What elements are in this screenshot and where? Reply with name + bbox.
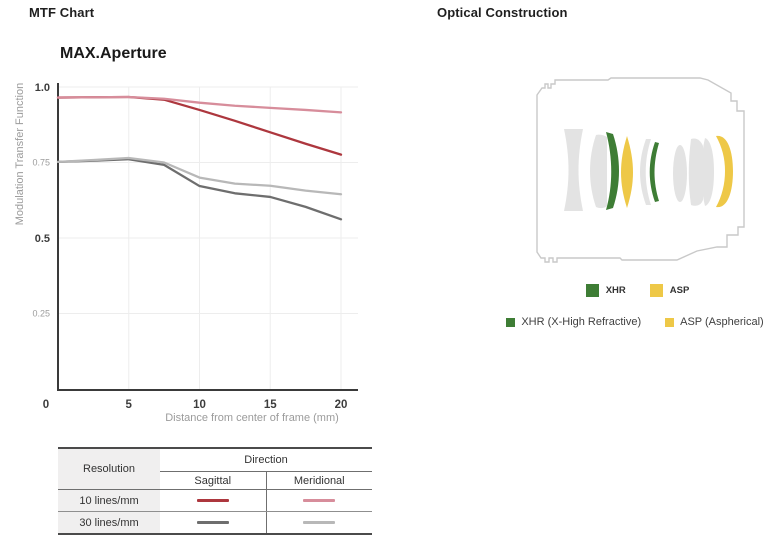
direction-header-cell: Direction (160, 448, 372, 472)
line-swatch-10-meridional (303, 499, 336, 502)
asp-legend-item: ASP (Aspherical) (665, 316, 764, 328)
table-header-row: Resolution Direction (58, 448, 372, 490)
line-swatch-30-meridional (303, 521, 336, 524)
lens-element-xhr-1 (606, 132, 619, 210)
svg-text:0: 0 (43, 399, 49, 411)
svg-text:0.25: 0.25 (32, 309, 50, 319)
xhr-badge-label: XHR (605, 285, 626, 296)
svg-text:10: 10 (193, 399, 206, 411)
lens-element-gray-oval (673, 145, 687, 202)
lens-element-gray-lens (590, 134, 607, 209)
svg-text:Distance from center of frame: Distance from center of frame (mm) (165, 412, 339, 424)
table-row: 10 lines/mm (58, 489, 372, 512)
material-badge-row: XHR ASP (520, 284, 755, 297)
line-swatch-10-sagittal (196, 499, 229, 502)
xhr-color-square (585, 284, 599, 297)
lens-element-gray-doublet-a (688, 138, 703, 206)
meridional-header-cell: Meridional (265, 471, 372, 490)
svg-text:0.75: 0.75 (32, 158, 50, 168)
lens-element-gray-crescent (640, 139, 651, 205)
material-legend-row: XHR (X-High Refractive) ASP (Aspherical) (500, 316, 768, 328)
asp-color-square (649, 284, 663, 297)
mtf-chart-heading: MTF Chart (29, 5, 95, 20)
mtf-legend-table: Resolution Direction Sagittal Meridional… (58, 447, 372, 535)
lens-element-gray-doublet-b (701, 138, 714, 206)
resolution-header-cell: Resolution (58, 448, 160, 490)
xhr-legend-square (506, 317, 516, 327)
table-subheader-row: Sagittal Meridional (58, 471, 372, 490)
lens-barrel-outline (536, 77, 745, 263)
lens-element-gray-biconcave (564, 129, 583, 211)
svg-text:1.0: 1.0 (35, 82, 50, 94)
asp-badge-label: ASP (669, 285, 690, 296)
asp-legend-label: ASP (Aspherical) (680, 316, 764, 328)
mtf-line-chart: 0 5 10 15 20 0.25 0.5 0.75 1.0 Modulation Transfe… (14, 82, 358, 424)
lens-element-asp-2 (716, 135, 733, 208)
mtf-plot-area: 0 5 10 15 20 0.25 0.5 0.75 1.0 Modulation Transfe… (10, 80, 382, 432)
row-label-10-lines: 10 lines/mm (58, 489, 160, 512)
svg-text:0.5: 0.5 (35, 233, 50, 245)
optical-construction-heading: Optical Construction (437, 5, 568, 20)
line-swatch-30-sagittal (196, 521, 229, 524)
xhr-legend-label: XHR (X-High Refractive) (521, 316, 642, 328)
lens-element-xhr-2 (649, 142, 659, 202)
xhr-badge: XHR (585, 284, 626, 297)
xhr-legend-item: XHR (X-High Refractive) (506, 316, 641, 328)
asp-badge: ASP (649, 284, 690, 297)
svg-text:5: 5 (126, 399, 133, 411)
svg-text:Modulation Transfer Function: Modulation Transfer Function (14, 83, 26, 225)
svg-text:20: 20 (335, 399, 348, 411)
asp-legend-square (665, 317, 675, 327)
row-label-30-lines: 30 lines/mm (58, 511, 160, 534)
lens-element-asp-1 (621, 136, 633, 208)
chart-title-max-aperture: MAX.Aperture (60, 45, 167, 62)
svg-text:15: 15 (264, 399, 277, 411)
sagittal-header-cell: Sagittal (160, 471, 266, 490)
lens-cross-section-diagram (536, 77, 745, 263)
table-row: 30 lines/mm (58, 511, 372, 534)
